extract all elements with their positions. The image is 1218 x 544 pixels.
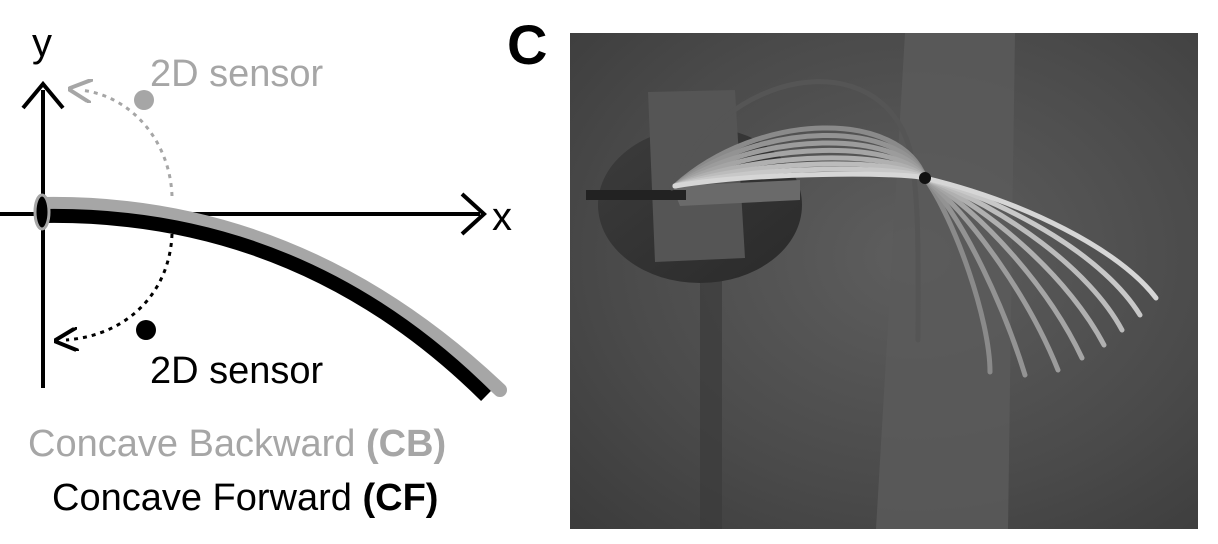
- legend-cb-abbr: (CB): [366, 423, 446, 465]
- stand-shadow: [700, 250, 722, 529]
- cb-curve: [36, 196, 507, 397]
- legend-cf-text: Concave Forward: [52, 477, 362, 519]
- pivot-point: [919, 172, 931, 184]
- legend-cf: Concave Forward (CF): [52, 477, 438, 519]
- rod-base: [33, 193, 51, 231]
- panel-label: C: [507, 13, 547, 76]
- sensor-top-label: 2D sensor: [150, 53, 324, 95]
- coordinate-diagram: y x 2D sensor 2D sensor Concave Backward…: [0, 21, 512, 519]
- sensor-bottom-label: 2D sensor: [150, 350, 324, 392]
- legend-cb-text: Concave Backward: [28, 423, 366, 465]
- y-axis-label: y: [32, 21, 52, 65]
- sensor-bottom-dot: [136, 320, 156, 340]
- y-axis-arrowhead: [21, 80, 65, 110]
- whisker-arch: [669, 79, 921, 343]
- photo-panel: [570, 33, 1198, 529]
- x-axis-label: x: [492, 195, 512, 239]
- cf-curve: [42, 208, 491, 401]
- legend-cb: Concave Backward (CB): [28, 423, 446, 465]
- sensor-bottom-arrow: [66, 233, 174, 340]
- legend-cf-abbr: (CF): [362, 477, 438, 519]
- x-axis-arrowhead: [460, 192, 487, 236]
- sensor-top-arrow: [80, 90, 174, 197]
- sensor-top-dot: [134, 90, 154, 110]
